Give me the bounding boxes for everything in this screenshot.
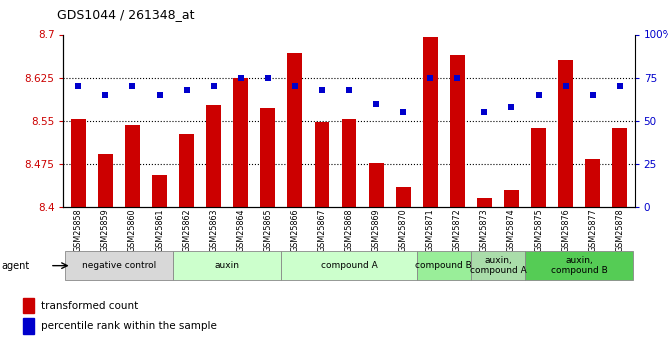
- Text: compound A: compound A: [321, 261, 377, 270]
- Bar: [287, 53, 303, 207]
- Bar: [98, 154, 113, 207]
- Bar: [206, 105, 221, 207]
- Point: [127, 83, 138, 89]
- Point: [73, 83, 84, 89]
- Bar: [558, 60, 573, 207]
- Bar: [152, 175, 167, 207]
- Point: [100, 92, 111, 98]
- Point: [560, 83, 571, 89]
- Text: GDS1044 / 261348_at: GDS1044 / 261348_at: [57, 8, 194, 21]
- Point: [479, 109, 490, 115]
- Text: agent: agent: [1, 261, 29, 270]
- Bar: [71, 119, 86, 207]
- Bar: [125, 125, 140, 207]
- Bar: [261, 108, 275, 207]
- Text: percentile rank within the sample: percentile rank within the sample: [41, 321, 217, 331]
- Text: compound B: compound B: [415, 261, 472, 270]
- Point: [506, 104, 517, 110]
- Point: [289, 83, 300, 89]
- Point: [371, 101, 381, 106]
- Bar: [477, 198, 492, 207]
- Bar: [179, 134, 194, 207]
- Bar: [585, 159, 600, 207]
- Bar: [173, 251, 281, 280]
- Bar: [65, 251, 173, 280]
- Bar: [281, 251, 417, 280]
- Point: [398, 109, 409, 115]
- Text: negative control: negative control: [81, 261, 156, 270]
- Point: [154, 92, 165, 98]
- Point: [181, 87, 192, 92]
- Bar: [417, 251, 471, 280]
- Text: auxin,
compound B: auxin, compound B: [550, 256, 607, 275]
- Bar: [613, 128, 627, 207]
- Point: [343, 87, 354, 92]
- Bar: [23, 318, 34, 334]
- Bar: [341, 119, 357, 207]
- Bar: [315, 122, 329, 207]
- Point: [452, 75, 463, 80]
- Point: [533, 92, 544, 98]
- Text: transformed count: transformed count: [41, 301, 138, 311]
- Point: [263, 75, 273, 80]
- Text: auxin: auxin: [214, 261, 240, 270]
- Point: [425, 75, 436, 80]
- Bar: [471, 251, 525, 280]
- Bar: [450, 55, 465, 207]
- Bar: [423, 37, 438, 207]
- Bar: [395, 187, 411, 207]
- Point: [587, 92, 598, 98]
- Bar: [525, 251, 633, 280]
- Point: [208, 83, 219, 89]
- Point: [235, 75, 246, 80]
- Point: [317, 87, 327, 92]
- Bar: [23, 298, 34, 313]
- Bar: [504, 190, 519, 207]
- Bar: [531, 128, 546, 207]
- Bar: [369, 163, 383, 207]
- Point: [615, 83, 625, 89]
- Bar: [233, 78, 248, 207]
- Text: auxin,
compound A: auxin, compound A: [470, 256, 526, 275]
